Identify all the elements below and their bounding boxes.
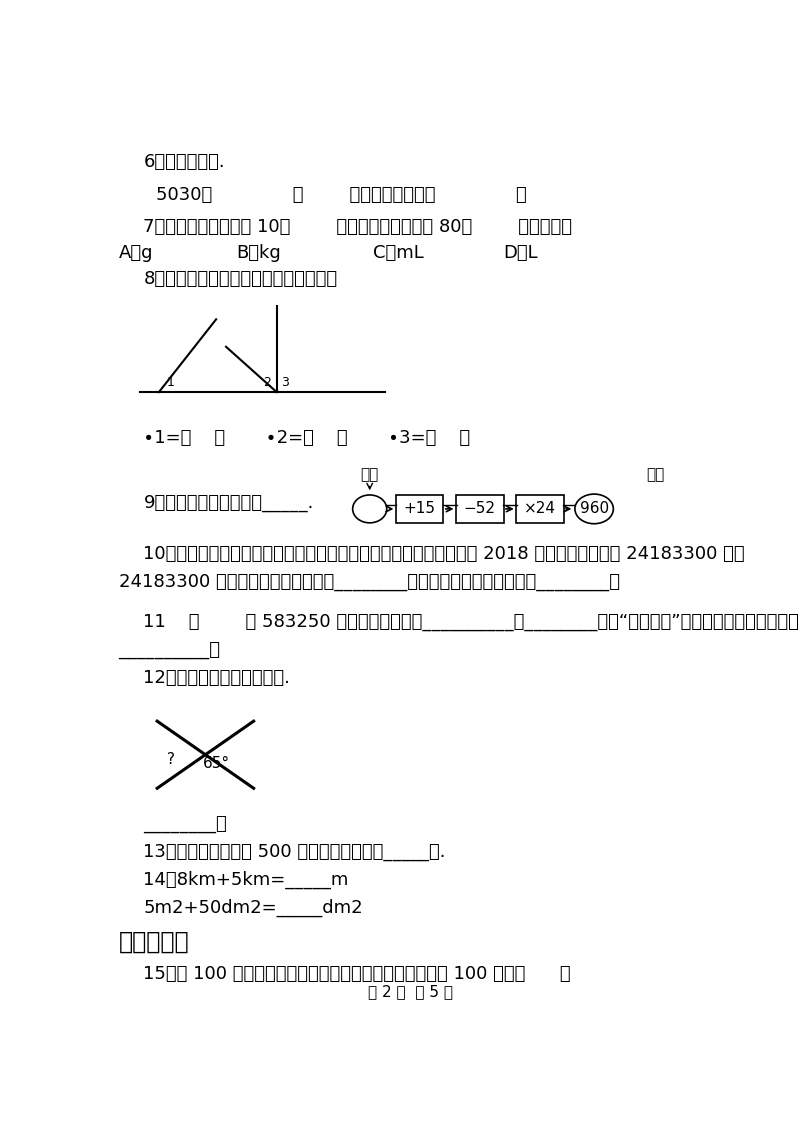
Text: +15: +15 [404,501,436,516]
Text: 13．一头牛的体重约 500 千克，四头牛约重_____吞.: 13．一头牛的体重约 500 千克，四头牛约重_____吞. [143,843,446,861]
Text: 5030（              ）        一万零四百零五（              ）: 5030（ ） 一万零四百零五（ ） [156,186,526,204]
Text: 9．在圆圈里输入的数是_____.: 9．在圆圈里输入的数是_____. [143,495,314,513]
Text: −52: −52 [464,501,496,516]
Text: __________。: __________。 [118,641,221,659]
Text: 输入: 输入 [361,466,379,482]
Text: 三、判断题: 三、判断题 [118,929,190,953]
Text: A．g: A．g [118,245,153,263]
Text: ∙1=（    ）       ∙2=（    ）       ∙3=（    ）: ∙1=（ ） ∙2=（ ） ∙3=（ ） [143,429,470,447]
Text: 14．8km+5km=_____m: 14．8km+5km=_____m [143,871,349,889]
Text: 第 2 页  共 5 页: 第 2 页 共 5 页 [367,984,453,998]
Text: D．L: D．L [503,245,538,263]
Text: 5m2+50dm2=_____dm2: 5m2+50dm2=_____dm2 [143,899,363,917]
Text: 960: 960 [579,501,609,516]
Text: 1: 1 [167,377,175,389]
Text: 3: 3 [281,376,289,388]
Text: 24183300 改写成用万做单位的数是________万，四舍五入到百万位是：________。: 24183300 改写成用万做单位的数是________万，四舍五入到百万位是：… [118,573,620,591]
Text: 2: 2 [263,376,271,388]
Text: ?: ? [167,752,175,766]
Text: 7．小亚生病打了一针 10（        ）的药水，配了一瓶 80（        ）的药片。: 7．小亚生病打了一针 10（ ）的药水，配了一瓶 80（ ）的药片。 [143,218,573,237]
Text: 10．根据上海市统计局在统计汇报中显示，上海市的全市常住人口在 2018 年初的时候达到了 24183300 人，: 10．根据上海市统计局在统计汇报中显示，上海市的全市常住人口在 2018 年初的… [143,544,745,563]
Text: 8．用量角器分别量出下面各角的度数。: 8．用量角器分别量出下面各角的度数。 [143,271,338,289]
Text: ×24: ×24 [524,501,556,516]
Text: 65°: 65° [203,756,230,771]
Text: C．mL: C．mL [373,245,423,263]
Text: 输出: 输出 [646,466,664,482]
Text: 11    ．        与 583250 相邻的整十万数是__________和________，用“四舍五入”法凑整到万位这个数约是: 11 ． 与 583250 相邻的整十万数是__________和_______… [143,612,799,631]
Text: ________。: ________。 [143,815,227,833]
Text: 6．读数与写数.: 6．读数与写数. [143,153,225,171]
Text: 12．量出下面指定角的度数.: 12．量出下面指定角的度数. [143,669,290,687]
Text: B．kg: B．kg [237,245,281,263]
Text: 15．用 100 倍的放大镜看一个角，这个角就扩大为原来的 100 倍。（      ）: 15．用 100 倍的放大镜看一个角，这个角就扩大为原来的 100 倍。（ ） [143,966,571,983]
